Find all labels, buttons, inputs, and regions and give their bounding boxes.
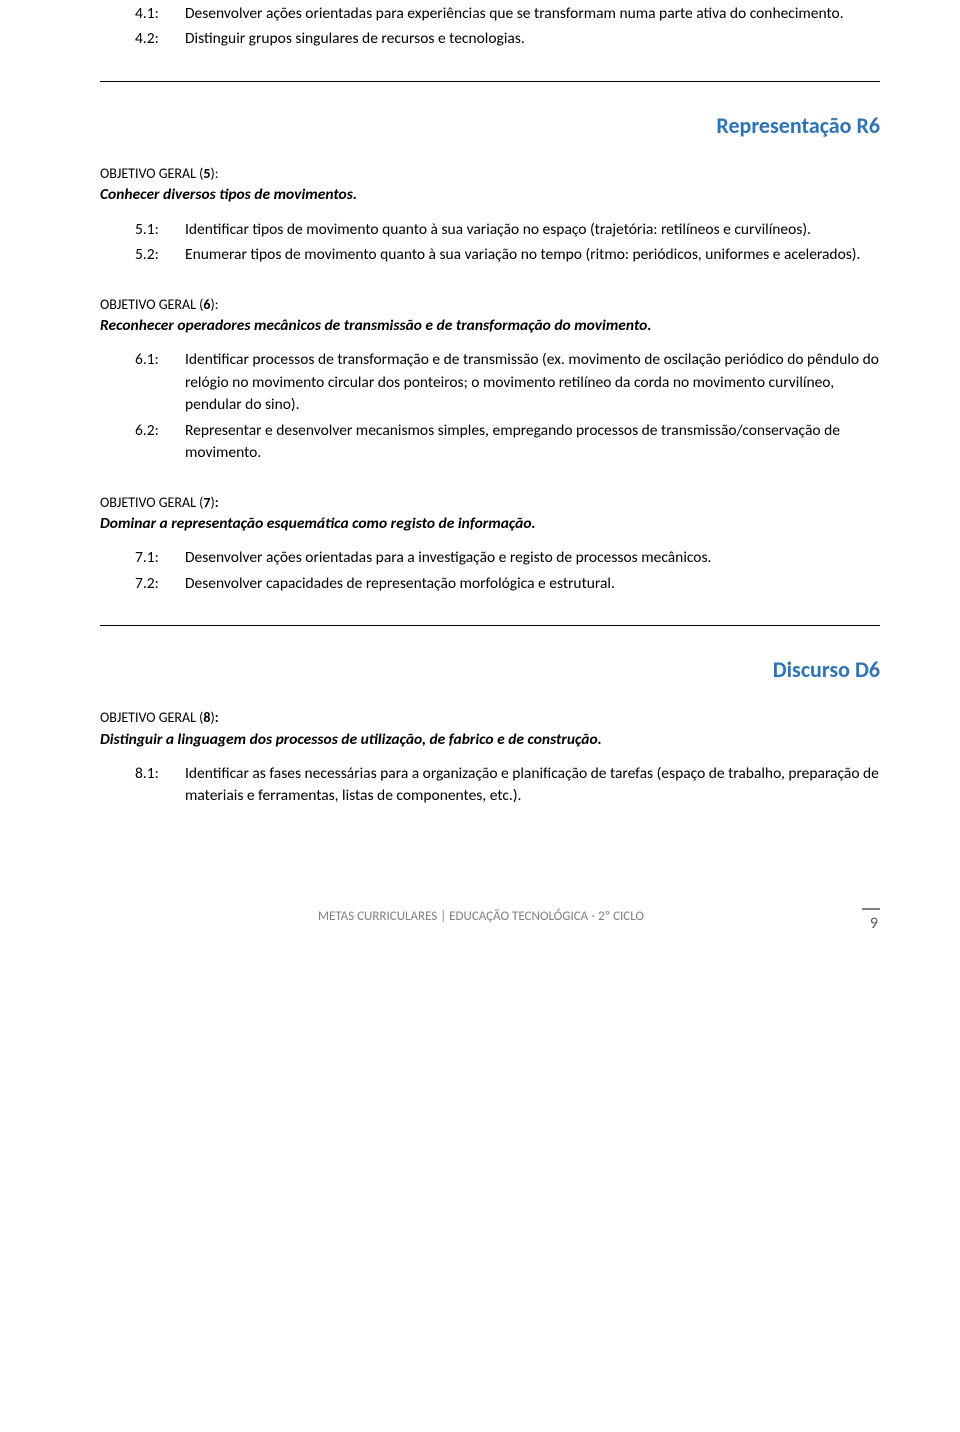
list-item: 4.2: Distinguir grupos singulares de rec…	[135, 28, 880, 50]
item-text: Representar e desenvolver mecanismos sim…	[185, 420, 880, 465]
list-item: 5.2: Enumerar tipos de movimento quanto …	[135, 244, 880, 266]
page-number: 9	[862, 908, 880, 935]
item-number: 4.1:	[135, 3, 185, 25]
footer-text: METAS CURRICULARES | EDUCAÇÃO TECNOLÓGIC…	[100, 908, 862, 935]
item-text: Identificar tipos de movimento quanto à …	[185, 219, 880, 241]
list-item: 7.2: Desenvolver capacidades de represen…	[135, 573, 880, 595]
obj6-block: OBJETIVO GERAL (6): Reconhecer operadore…	[100, 295, 880, 465]
objective-label: OBJETIVO GERAL (7):	[100, 493, 880, 513]
divider	[100, 81, 880, 82]
list-item: 7.1: Desenvolver ações orientadas para a…	[135, 547, 880, 569]
item-text: Distinguir grupos singulares de recursos…	[185, 28, 880, 50]
objective-title: Conhecer diversos tipos de movimentos.	[100, 184, 880, 206]
objective-title: Reconhecer operadores mecânicos de trans…	[100, 315, 880, 337]
divider	[100, 625, 880, 626]
item-number: 6.1:	[135, 349, 185, 416]
item-number: 6.2:	[135, 420, 185, 465]
objective-label: OBJETIVO GERAL (5):	[100, 164, 880, 184]
list-item: 5.1: Identificar tipos de movimento quan…	[135, 219, 880, 241]
item-text: Desenvolver capacidades de representação…	[185, 573, 880, 595]
item-text: Identificar as fases necessárias para a …	[185, 763, 880, 808]
objective-title: Dominar a representação esquemática como…	[100, 513, 880, 535]
objective-label: OBJETIVO GERAL (8):	[100, 708, 880, 728]
section-heading-r6: Representação R6	[100, 110, 880, 142]
list-item: 6.1: Identificar processos de transforma…	[135, 349, 880, 416]
section-heading-d6: Discurso D6	[100, 654, 880, 686]
obj5-block: OBJETIVO GERAL (5): Conhecer diversos ti…	[100, 164, 880, 267]
item-number: 8.1:	[135, 763, 185, 808]
item-number: 5.1:	[135, 219, 185, 241]
item-text: Identificar processos de transformação e…	[185, 349, 880, 416]
item-number: 7.1:	[135, 547, 185, 569]
item-number: 5.2:	[135, 244, 185, 266]
obj8-block: OBJETIVO GERAL (8): Distinguir a linguag…	[100, 708, 880, 808]
item-text: Desenvolver ações orientadas para a inve…	[185, 547, 880, 569]
item-text: Desenvolver ações orientadas para experi…	[185, 3, 880, 25]
obj7-block: OBJETIVO GERAL (7): Dominar a representa…	[100, 493, 880, 596]
list-item: 8.1: Identificar as fases necessárias pa…	[135, 763, 880, 808]
item-number: 4.2:	[135, 28, 185, 50]
objective-label: OBJETIVO GERAL (6):	[100, 295, 880, 315]
list-item: 6.2: Representar e desenvolver mecanismo…	[135, 420, 880, 465]
obj4-list: 4.1: Desenvolver ações orientadas para e…	[100, 3, 880, 51]
page-footer: METAS CURRICULARES | EDUCAÇÃO TECNOLÓGIC…	[0, 908, 960, 955]
item-text: Enumerar tipos de movimento quanto à sua…	[185, 244, 880, 266]
objective-title: Distinguir a linguagem dos processos de …	[100, 729, 880, 751]
list-item: 4.1: Desenvolver ações orientadas para e…	[135, 3, 880, 25]
item-number: 7.2:	[135, 573, 185, 595]
